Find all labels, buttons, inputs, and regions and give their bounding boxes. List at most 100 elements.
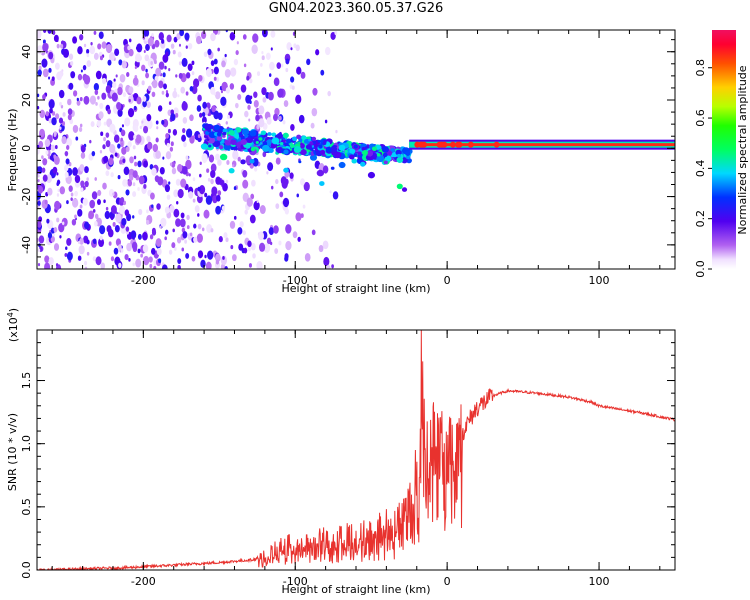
noise-cell — [99, 225, 106, 235]
snr-x-tick-label: -100 — [283, 575, 308, 588]
noise-cell — [330, 31, 336, 40]
noise-cell — [115, 74, 118, 78]
noise-cell — [103, 136, 107, 142]
signal-cell — [208, 144, 212, 148]
noise-cell — [48, 117, 53, 124]
noise-cell — [155, 150, 161, 160]
noise-cell — [83, 74, 91, 85]
noise-cell — [178, 61, 182, 66]
noise-cell — [249, 78, 253, 84]
signal-cell — [222, 134, 226, 138]
noise-cell — [105, 140, 111, 148]
noise-cell — [270, 30, 276, 38]
noise-cell — [42, 42, 49, 52]
noise-cell — [143, 50, 146, 54]
noise-cell — [290, 124, 295, 131]
noise-cell — [280, 63, 284, 68]
signal-cell — [249, 158, 255, 164]
noise-cell — [86, 53, 90, 58]
noise-cell — [229, 220, 236, 229]
noise-cell — [249, 95, 253, 100]
noise-cell — [86, 251, 90, 256]
noise-cell — [176, 200, 179, 205]
spectrogram-y-tick-label: 40 — [20, 45, 33, 59]
signal-cell — [338, 144, 346, 151]
noise-cell — [58, 117, 64, 124]
noise-cell — [83, 95, 90, 105]
noise-cell — [146, 209, 149, 214]
noise-cell — [44, 255, 50, 264]
noise-cell — [168, 101, 172, 106]
noise-cell — [180, 86, 186, 94]
noise-cell — [188, 191, 194, 199]
noise-cell — [128, 86, 134, 94]
noise-cell — [269, 73, 272, 77]
noise-cell — [161, 119, 165, 125]
noise-cell — [266, 171, 269, 175]
noise-cell — [137, 248, 141, 254]
signal-cell — [249, 130, 257, 137]
signal-cell — [365, 146, 369, 149]
noise-cell — [250, 193, 255, 200]
noise-cell — [76, 100, 81, 106]
noise-cell — [178, 43, 182, 47]
noise-cell — [67, 179, 71, 185]
noise-cell — [38, 235, 45, 244]
noise-cell — [121, 60, 127, 69]
noise-cell — [92, 208, 96, 213]
noise-cell — [175, 74, 178, 78]
noise-cell — [54, 145, 58, 150]
signal-cell — [323, 140, 327, 144]
noise-cell — [260, 62, 263, 67]
noise-cell — [89, 95, 97, 105]
signal-cell — [292, 136, 298, 142]
noise-cell — [88, 210, 95, 220]
signal-cell — [360, 161, 366, 167]
noise-cell — [184, 32, 190, 41]
noise-cell — [254, 166, 258, 172]
noise-cell — [72, 198, 79, 208]
noise-cell — [64, 171, 69, 178]
noise-cell — [84, 221, 90, 230]
noise-cell — [161, 90, 165, 95]
noise-cell — [105, 170, 110, 177]
noise-cell — [306, 58, 311, 66]
noise-cell — [151, 229, 157, 236]
noise-cell — [121, 146, 127, 155]
noise-cell — [270, 47, 273, 51]
noise-cell — [148, 256, 153, 263]
figure-title: GN04.2023.360.05.37.G26 — [268, 1, 444, 16]
signal-cell — [237, 147, 242, 151]
spectrogram-y-label: Frequency (Hz) — [6, 109, 19, 192]
noise-cell — [146, 119, 153, 130]
noise-cell — [140, 253, 143, 258]
noise-cell — [185, 155, 189, 160]
noise-cell — [70, 192, 74, 197]
noise-cell — [181, 165, 188, 175]
noise-cell — [55, 113, 60, 120]
noise-cell — [183, 141, 187, 148]
noise-cell — [153, 265, 157, 269]
noise-cell — [200, 31, 207, 39]
noise-cell — [193, 223, 197, 229]
noise-cell — [185, 45, 188, 49]
noise-cell — [77, 73, 83, 81]
noise-cell — [247, 240, 252, 248]
snr-y-ticks: 0.0 0.5 1.0 1.5 — [20, 329, 675, 579]
noise-cell — [222, 183, 228, 192]
noise-cell — [125, 226, 130, 232]
noise-cell — [229, 83, 235, 90]
noise-cell — [211, 105, 216, 113]
noise-cell — [258, 105, 265, 115]
noise-cell — [232, 150, 239, 160]
noise-cell — [265, 52, 271, 60]
noise-cell — [255, 114, 260, 122]
signal-cell — [325, 146, 333, 153]
snr-y-tick-label: 0.5 — [20, 498, 33, 516]
noise-cell — [258, 242, 266, 252]
noise-cell — [197, 94, 202, 102]
noise-cell — [242, 230, 246, 236]
tone-line-cell — [417, 141, 424, 148]
noise-cell — [37, 174, 40, 178]
noise-cell — [318, 244, 324, 253]
